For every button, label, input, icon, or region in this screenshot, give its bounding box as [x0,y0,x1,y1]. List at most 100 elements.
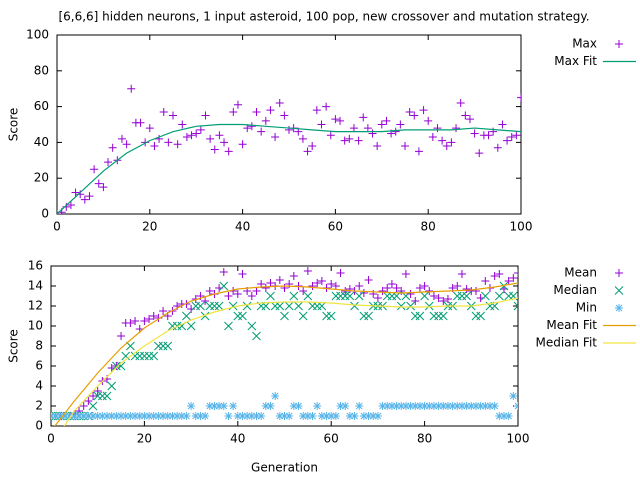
point [238,270,247,278]
point [224,412,233,420]
point [261,402,270,410]
point [144,351,154,361]
point [135,351,145,361]
point [378,402,387,410]
point [298,134,307,143]
point [70,412,79,420]
point [471,311,481,321]
point [141,138,150,147]
point [308,282,317,290]
point [158,341,168,351]
point [84,412,93,420]
y-tick-label: 14 [28,279,43,293]
point [331,412,340,420]
x-tick-label: 20 [142,220,157,234]
y-tick-label: 8 [35,339,43,353]
plot-area [51,267,518,426]
point [294,301,303,311]
point [79,402,88,410]
point [51,412,60,420]
point [299,287,308,295]
point [308,412,317,420]
point [298,311,308,321]
point [238,140,247,149]
point [504,412,513,420]
point [136,118,145,127]
point [275,99,284,108]
point [494,291,504,301]
point [210,402,219,410]
point [303,147,312,156]
point [476,402,485,410]
y-tick-label: 6 [35,359,43,373]
y-tick-label: 2 [35,399,43,413]
point [127,84,136,93]
point [377,120,386,129]
point [428,133,437,142]
point [433,124,442,133]
fit-line [54,282,518,426]
point [471,287,480,295]
legend-label: Mean Fit [546,318,597,332]
point [289,291,299,301]
point [368,129,377,138]
point [99,183,108,192]
point [317,412,326,420]
point [443,295,452,303]
point [121,412,130,420]
point [154,412,163,420]
point [303,267,312,275]
point [359,113,368,122]
point [425,402,434,410]
point [266,279,275,287]
point [280,311,289,321]
point [387,402,396,410]
point [392,402,401,410]
point [201,111,210,120]
point [103,412,112,420]
point [420,291,429,301]
point [224,147,233,156]
point [233,311,243,321]
y-tick-label: 40 [34,135,49,149]
point [247,412,256,420]
point [415,311,425,321]
point [317,301,327,311]
point [169,111,177,120]
point [434,311,443,321]
point [470,129,479,138]
point [354,291,364,301]
point [411,297,420,305]
point [252,287,261,295]
point [465,115,474,124]
point [355,282,364,290]
point [117,332,126,340]
point [121,351,131,361]
point [271,392,280,400]
point [206,134,215,143]
fit-line [57,123,521,214]
point [331,282,340,290]
x-tick-label: 0 [47,432,55,446]
y-tick-label: 16 [28,259,43,273]
x-tick-label: 40 [235,220,250,234]
point [173,140,182,149]
point [224,292,233,300]
point [252,331,261,341]
point [257,412,266,420]
x-tick-label: 0 [53,220,61,234]
point [364,311,373,321]
x-tick-label: 100 [510,220,533,234]
point [252,107,261,116]
point [280,111,289,120]
point [350,301,359,311]
legend-label: Median Fit [535,336,597,350]
point [75,412,84,420]
point [107,381,117,391]
point [336,269,345,277]
point [369,412,378,420]
x-tick-label: 60 [328,220,343,234]
point [313,279,322,287]
point [79,412,88,420]
point [61,412,70,420]
